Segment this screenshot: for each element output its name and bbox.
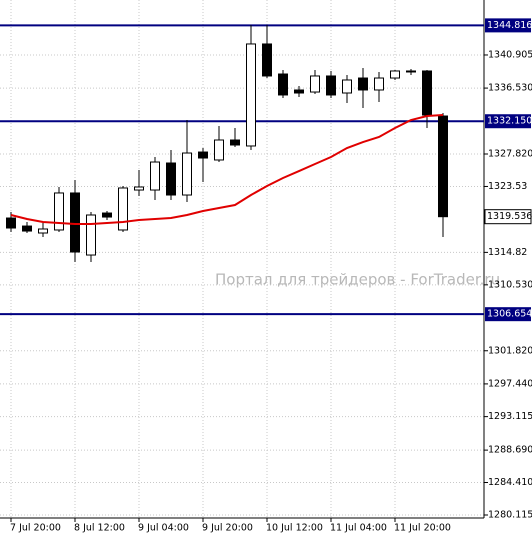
level-label: 1306.654 (487, 309, 532, 320)
candle-body (326, 75, 336, 96)
y-tick-label: 1293.115 (488, 411, 532, 422)
candle-body (374, 77, 384, 91)
candle-body (262, 43, 272, 77)
y-tick-label: 1288.690 (488, 445, 532, 456)
candle-body (342, 79, 352, 94)
candle-body (182, 152, 192, 196)
x-tick-label: 11 Jul 04:00 (330, 523, 387, 534)
candle-body (278, 73, 288, 96)
level-label: 1332.150 (487, 116, 532, 127)
candle-body (6, 217, 16, 229)
y-tick-label: 1310.530 (488, 279, 532, 290)
y-tick-label: 1280.115 (488, 510, 532, 521)
candle-body (38, 228, 48, 234)
candle-body (422, 70, 432, 116)
candle-body (214, 139, 224, 161)
x-tick-label: 10 Jul 12:00 (266, 523, 323, 534)
candle-body (150, 161, 160, 191)
y-tick-label: 1297.440 (488, 378, 532, 389)
last-price-label: 1319.536 (487, 211, 532, 222)
moving-average (10, 114, 444, 225)
candle-body (406, 70, 416, 73)
y-tick-label: 1301.820 (488, 345, 532, 356)
candle-body (358, 77, 368, 91)
level-label-box (485, 307, 531, 322)
candle-body (102, 212, 112, 218)
candle-body (230, 139, 240, 146)
candle-body (390, 70, 400, 79)
candle-body (310, 75, 320, 93)
y-tick-label: 1327.820 (488, 149, 532, 160)
candle-body (70, 192, 80, 253)
x-tick-label: 8 Jul 12:00 (74, 523, 125, 534)
candle-body (118, 187, 128, 231)
candle-body (22, 225, 32, 232)
y-tick-label: 1340.905 (488, 49, 532, 60)
last-price-box (484, 209, 532, 225)
candle-body (198, 151, 208, 159)
y-tick-label: 1314.82 (488, 247, 527, 258)
candle-body (86, 214, 96, 256)
candle-body (166, 162, 176, 196)
candle-body (294, 89, 304, 94)
x-tick-label: 9 Jul 04:00 (138, 523, 189, 534)
y-tick-label: 1336.530 (488, 83, 532, 94)
y-tick-label: 1284.410 (488, 477, 532, 488)
level-label: 1344.816 (487, 20, 532, 31)
level-label-box (485, 114, 531, 129)
candle-body (134, 186, 144, 191)
watermark: Портал для трейдеров - ForTrader.ru (215, 271, 500, 289)
candle-body (438, 115, 448, 218)
y-tick-label: 1323.53 (488, 181, 527, 192)
candle-body (246, 43, 256, 147)
x-tick-label: 11 Jul 20:00 (394, 523, 451, 534)
candle-body (54, 192, 64, 231)
x-tick-label: 9 Jul 20:00 (202, 523, 253, 534)
x-tick-label: 7 Jul 20:00 (10, 523, 61, 534)
level-label-box (485, 18, 531, 33)
